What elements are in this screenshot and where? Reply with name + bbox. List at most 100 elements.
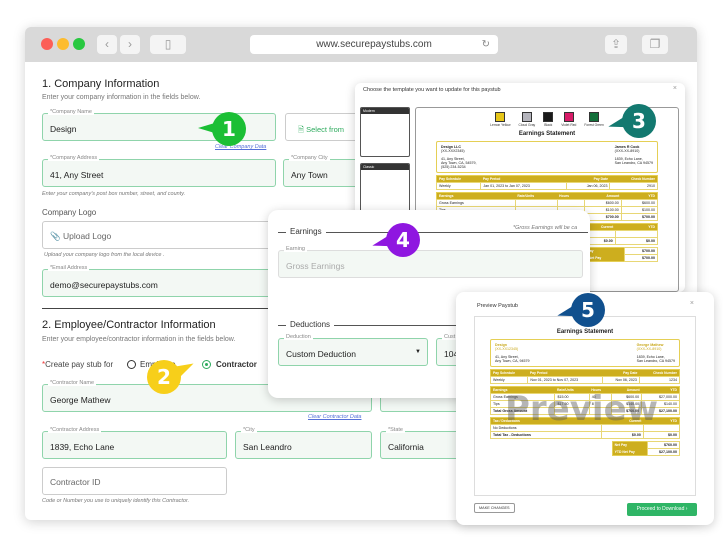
parties-box: Design (XX-XX12345) 41, Any Street, Any Tow…	[490, 339, 680, 367]
table-cell: $760.00	[646, 441, 681, 449]
table-header: Current	[601, 417, 644, 425]
close-icon[interactable]: ×	[672, 85, 677, 92]
email-field[interactable]: *Email Address demo@securepaystubs.com	[42, 265, 282, 297]
gross-earnings-note: *Gross Earnings will be ca	[513, 225, 578, 231]
field-label: *State	[386, 427, 405, 433]
radio-contractor[interactable]: Contractor	[202, 360, 257, 369]
create-for-label: *Create pay stub for	[42, 360, 114, 369]
preview-modal: Preview Paystub × Earnings Statement Desi…	[456, 292, 714, 525]
modal-title: Choose the template you want to update f…	[363, 87, 501, 93]
field-label: *Company Name	[48, 109, 94, 115]
table-header: Current	[566, 223, 616, 231]
radio-unchecked-icon	[127, 360, 136, 369]
section-subtitle: Enter your employee/contractor informati…	[42, 336, 236, 343]
color-option[interactable]: Violet Red	[561, 112, 576, 127]
field-label: *Company City	[289, 155, 330, 161]
color-swatch	[521, 112, 532, 122]
party-info: George Mathew (XXX-XX-8910) 1839, Echo Lan…	[637, 343, 675, 363]
sidebar-toggle-icon[interactable]: ▯	[150, 35, 186, 54]
field-value: Any Town	[291, 170, 328, 180]
contractor-state-field[interactable]: *State California	[380, 427, 460, 459]
proceed-to-download-button[interactable]: Proceed to Download ›	[627, 503, 697, 516]
table-header: Pay Schedule	[490, 369, 528, 377]
field-label: *Contractor Address	[48, 427, 102, 433]
color-label: Violet Red	[561, 123, 577, 127]
table-cell	[556, 199, 586, 207]
color-label: Forest Green	[584, 123, 604, 127]
badge-number: 3	[622, 104, 656, 138]
table-header: YTD	[643, 417, 680, 425]
party-address-line: (525) 234-5234	[441, 165, 466, 169]
minimize-window-button[interactable]	[57, 38, 69, 50]
table-cell: $0.00	[600, 431, 644, 439]
clear-contractor-data-link[interactable]: Clear Contractor Data	[308, 414, 362, 420]
upload-logo-text: Upload Logo	[62, 231, 112, 241]
contractor-city-field[interactable]: *City San Leandro	[235, 427, 372, 459]
field-label: *Contractor Name	[48, 380, 97, 386]
table-row: Gross Earnings $600.00 $600.00	[436, 199, 659, 207]
party-id: (XXX-XX-8910)	[636, 347, 662, 351]
color-label: Lemon Yellow	[490, 123, 511, 127]
table-cell: $600.00	[620, 199, 659, 207]
earning-select[interactable]: Earning Gross Earnings	[278, 246, 583, 278]
close-window-button[interactable]	[41, 38, 53, 50]
table-cell: $700.00	[620, 213, 659, 221]
template-thumbnail-modern[interactable]: Modern	[360, 107, 410, 157]
radio-label: Contractor	[216, 360, 257, 369]
table-header: Amount	[584, 192, 622, 200]
make-changes-button[interactable]: MAKE CHANGES	[474, 503, 515, 513]
reload-icon[interactable]: ↻	[481, 39, 490, 50]
party-id: (XX-XXX2345)	[441, 149, 465, 153]
party-address-line: 1839, Echo Lane,	[636, 355, 665, 359]
color-option[interactable]: Forest Green	[584, 112, 604, 127]
table-header: Hours	[589, 386, 612, 394]
net-pay-table: Net Pay $760.00 YTD Net Pay $27,100.00	[611, 441, 681, 456]
party-address-line: 41, Any Street,	[495, 355, 519, 359]
step-badge-1: 1	[198, 112, 246, 146]
address-bar[interactable]: www.securepaystubs.com ↻	[250, 35, 498, 54]
company-address-field[interactable]: *Company Address 41, Any Street	[42, 155, 276, 187]
table-cell: 1234	[638, 376, 681, 384]
template-name: Classic	[361, 164, 409, 170]
url-text: www.securepaystubs.com	[316, 39, 432, 50]
contractor-id-field[interactable]: Contractor ID	[42, 467, 227, 495]
forward-button[interactable]: ›	[120, 35, 140, 54]
color-option[interactable]: Lemon Yellow	[490, 112, 511, 127]
button-label: Select from	[306, 125, 345, 134]
color-swatches: Lemon Yellow Cloud Gray Black Violet Red For…	[416, 112, 678, 127]
share-icon[interactable]: ⇪	[605, 35, 627, 54]
upload-logo-field[interactable]: 📎 Upload Logo	[42, 221, 282, 249]
field-value: California	[388, 442, 424, 452]
party-address-line: San Leandro, CA 94579	[614, 161, 653, 165]
select-from-button[interactable]: 🗎 Select from	[285, 113, 365, 141]
color-swatch	[543, 112, 554, 122]
field-placeholder: Contractor ID	[50, 477, 101, 487]
close-icon[interactable]: ×	[689, 300, 694, 307]
template-thumbnail-classic[interactable]: Classic	[360, 163, 410, 213]
contractor-address-field[interactable]: *Contractor Address 1839, Echo Lane	[42, 427, 227, 459]
maximize-window-button[interactable]	[73, 38, 85, 50]
table-header: Check Number	[609, 175, 658, 183]
field-value: 41, Any Street	[50, 170, 104, 180]
section-title-company: 1. Company Information	[42, 78, 160, 90]
field-value: San Leandro	[243, 442, 292, 452]
field-value: Gross Earnings	[286, 261, 345, 271]
badge-number: 2	[147, 360, 181, 394]
table-header: YTD Net Pay	[578, 254, 625, 262]
section-divider	[42, 308, 282, 309]
step-badge-2: 2	[147, 358, 197, 394]
tabs-icon[interactable]: ❐	[642, 35, 668, 54]
deduction-select[interactable]: Deduction Custom Deduction ▼	[278, 334, 428, 366]
back-button[interactable]: ‹	[97, 35, 117, 54]
table-header: Amount	[611, 386, 642, 394]
clear-company-data-link[interactable]: Clear Company Data	[215, 144, 267, 150]
table-cell: $700.00	[584, 213, 622, 221]
table-header: Net Pay	[612, 441, 648, 449]
table-cell: Nov 01, 2023 to Nov 07, 2023	[527, 376, 603, 384]
party-name: James R Cook	[614, 145, 640, 149]
color-option[interactable]: Black	[543, 112, 554, 127]
party-id: (XX-XX12345)	[495, 347, 519, 351]
color-option[interactable]: Cloud Gray	[519, 112, 535, 127]
field-label: Earning	[284, 246, 307, 252]
